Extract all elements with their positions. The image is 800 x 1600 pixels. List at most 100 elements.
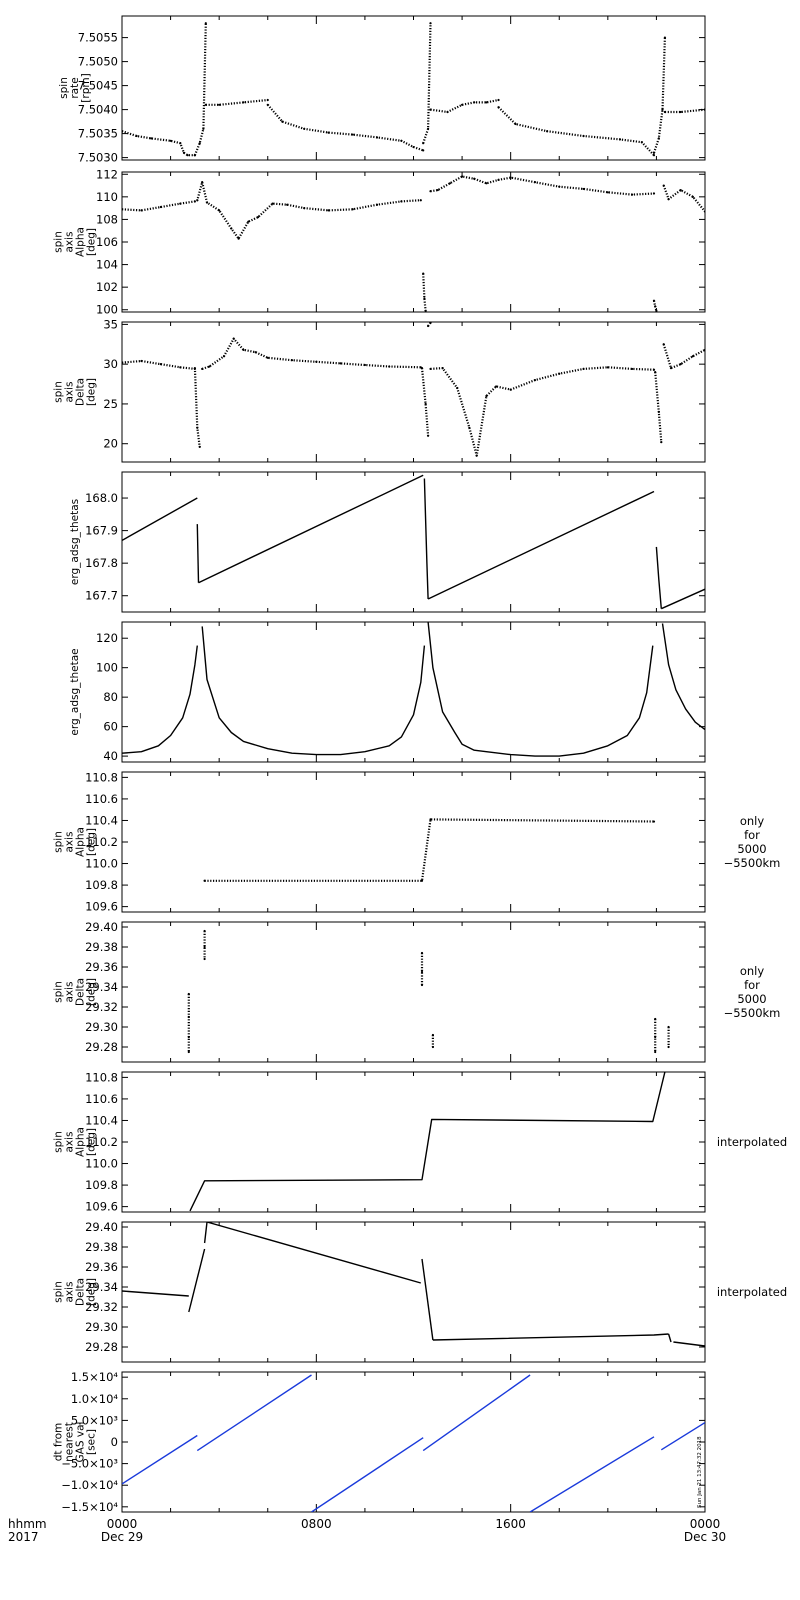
data-point <box>703 348 705 351</box>
data-point <box>242 348 245 351</box>
y-axis-label: axis <box>64 1131 76 1152</box>
y-tick-label: 7.5040 <box>78 103 118 117</box>
panels-group: 7.5030 7.5035 7.5040 7.5045 7.5050 7.5055 spin… <box>53 15 788 1514</box>
y-tick-label: 110.6 <box>85 792 118 806</box>
data-point <box>558 185 561 188</box>
y-tick-label: 25 <box>103 397 118 411</box>
data-point <box>654 1050 657 1054</box>
series-line <box>201 337 421 370</box>
y-axis-label: [deg] <box>86 228 98 256</box>
y-axis-label: Delta <box>75 1278 87 1306</box>
data-point <box>351 133 354 136</box>
series-line <box>667 1333 672 1343</box>
side-note: for <box>744 978 760 992</box>
data-point <box>187 1050 190 1054</box>
series-line <box>430 366 655 457</box>
series-group <box>122 175 705 312</box>
panel-frame <box>121 471 706 613</box>
series-line <box>198 474 424 584</box>
data-point <box>423 297 426 300</box>
y-tick-label: 120 <box>96 631 118 645</box>
data-point <box>679 110 682 114</box>
data-point <box>193 154 196 157</box>
data-point <box>237 237 240 240</box>
panel-6: 109.6 109.8 110.0 110.2 110.4 110.6 110.8 spin a… <box>53 770 781 913</box>
y-tick-label: 110 <box>96 190 118 204</box>
data-point <box>339 362 342 365</box>
data-point <box>460 175 464 178</box>
data-point <box>281 120 284 123</box>
series-line <box>427 490 655 600</box>
data-point <box>426 434 430 437</box>
data-point <box>485 101 488 104</box>
series-line <box>205 98 268 106</box>
data-point <box>203 945 206 949</box>
data-point <box>420 983 424 987</box>
data-point <box>286 203 289 206</box>
y-tick-label: 112 <box>96 167 118 181</box>
series-line <box>655 546 662 609</box>
data-point <box>202 127 205 130</box>
x-tick-label: Dec 29 <box>101 1530 143 1544</box>
y-tick-label: 0 <box>111 1435 118 1449</box>
data-point <box>582 187 585 191</box>
y-axis-label: erg_adsg_thetas <box>69 499 81 585</box>
series-line <box>122 1290 189 1297</box>
panel-frame <box>121 321 706 463</box>
series-group <box>122 1374 705 1512</box>
data-point <box>422 142 425 145</box>
series-line <box>311 1437 424 1512</box>
series-line <box>661 588 705 610</box>
data-point <box>122 130 124 133</box>
data-point <box>431 1045 435 1049</box>
data-point <box>218 209 221 212</box>
y-axis-label: axis <box>64 381 76 402</box>
data-point <box>509 176 512 179</box>
data-point <box>618 138 622 141</box>
data-point <box>232 337 235 340</box>
panel-4: 167.7 167.8 167.9 168.0 erg_adsg_thetas <box>69 471 706 613</box>
data-point <box>703 108 705 111</box>
data-point <box>375 203 379 206</box>
data-point <box>375 136 379 139</box>
series-line <box>673 1341 705 1347</box>
y-tick-label: 29.30 <box>85 1320 118 1334</box>
data-point <box>431 1033 435 1037</box>
panel-10: 1.5×10⁴ 1.0×10⁴ 5.0×10³ 0 −5.0×10³ −1.0×10⁴ −1… <box>53 1370 706 1514</box>
data-point <box>657 410 660 413</box>
data-point <box>242 101 245 104</box>
data-point <box>691 355 694 358</box>
data-point <box>420 951 424 955</box>
side-note: 5000 <box>737 992 766 1006</box>
y-tick-label: 29.38 <box>85 1240 118 1254</box>
y-tick-label: 104 <box>96 258 118 272</box>
data-point <box>475 454 478 457</box>
y-tick-label: 110.0 <box>85 857 118 871</box>
data-point <box>327 209 330 212</box>
data-point <box>422 149 425 152</box>
series-line <box>432 1333 669 1341</box>
data-point <box>652 192 656 195</box>
series-line <box>122 130 195 157</box>
data-point <box>412 145 415 149</box>
data-point <box>159 205 162 209</box>
series-group <box>122 1222 705 1347</box>
data-point <box>201 367 204 371</box>
y-tick-label: −1.0×10⁴ <box>61 1478 118 1492</box>
series-line <box>122 359 196 370</box>
y-tick-label: 29.40 <box>85 1220 118 1234</box>
y-tick-label: 110.8 <box>85 770 118 784</box>
y-tick-label: 167.7 <box>85 589 118 603</box>
data-point <box>485 394 488 398</box>
data-point <box>468 426 471 429</box>
series-line <box>422 1374 531 1452</box>
data-point <box>691 195 694 198</box>
data-point <box>198 142 201 145</box>
data-point <box>256 216 260 219</box>
data-point <box>652 151 656 154</box>
y-axis-label: erg_adsg_thetae <box>69 648 81 735</box>
series-line <box>661 623 705 731</box>
data-point <box>303 127 306 130</box>
panel-8: 109.6 109.8 110.0 110.2 110.4 110.6 110.8 spin a… <box>53 1070 788 1213</box>
y-tick-label: 100 <box>96 661 118 675</box>
